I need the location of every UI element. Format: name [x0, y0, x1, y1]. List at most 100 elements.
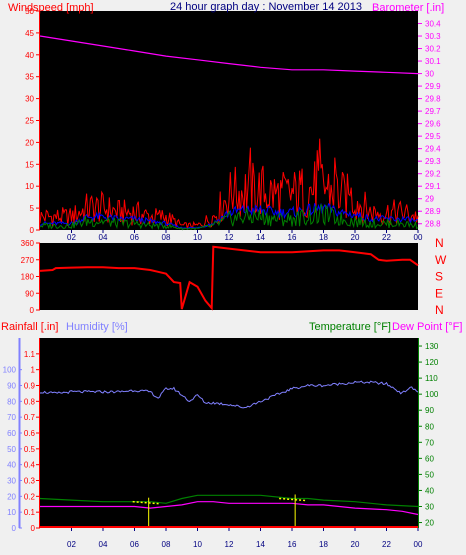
- compass-label: N: [435, 303, 444, 317]
- barometer-y-tick-label: 29.7: [425, 107, 441, 116]
- wind-y-tick-label: 40: [25, 51, 34, 60]
- compass-label: S: [435, 270, 443, 284]
- barometer-y-tick-label: 28.9: [425, 207, 441, 216]
- barometer-y-tick-label: 29.3: [425, 157, 441, 166]
- compass-label: W: [435, 253, 447, 267]
- rain-y-tick-label: 1: [31, 366, 36, 375]
- temp-y-tick-label: 110: [425, 374, 438, 383]
- x-tick-label: 08: [162, 233, 171, 242]
- wind-y-tick-label: 25: [25, 117, 34, 126]
- humidity-y-tick-label: 70: [7, 413, 16, 422]
- climate-plot-area: [40, 338, 418, 528]
- rain-y-tick-label: 0.1: [24, 508, 36, 517]
- wind-axis-title: Windspeed [mph]: [8, 2, 94, 14]
- direction-y-tick-label: 270: [21, 256, 35, 265]
- x-tick-label: 04: [99, 540, 108, 549]
- temp-y-tick-label: 130: [425, 342, 439, 351]
- yellow-marker-segment: [132, 500, 159, 505]
- temp-y-tick-label: 40: [425, 486, 434, 495]
- x-tick-label: 00: [414, 233, 423, 242]
- x-tick-label: 06: [130, 233, 139, 242]
- rain-y-tick-label: 0.5: [24, 445, 36, 454]
- humidity-y-tick-label: 10: [7, 508, 16, 517]
- compass-label: N: [435, 236, 444, 250]
- dewpoint-line: [40, 501, 419, 516]
- humidity-y-tick-label: 80: [7, 397, 16, 406]
- humidity-y-tick-label: 30: [7, 477, 16, 486]
- humidity-y-tick-label: 40: [7, 461, 16, 470]
- dewpoint-axis-title: Dew Point [°F]: [392, 321, 462, 333]
- wind-y-tick-label: 15: [25, 160, 34, 169]
- temperature-axis-title: Temperature [°F]: [309, 321, 391, 333]
- x-tick-label: 06: [130, 540, 139, 549]
- barometer-y-tick-label: 29.1: [425, 182, 441, 191]
- humidity-y-tick-label: 100: [3, 366, 17, 375]
- x-tick-label: 20: [351, 540, 360, 549]
- x-tick-label: 04: [99, 233, 108, 242]
- barometer-y-tick-label: 30.1: [425, 57, 441, 66]
- x-tick-label: 20: [351, 233, 360, 242]
- rain-y-tick-label: 0.3: [24, 477, 36, 486]
- x-tick-label: 22: [382, 540, 391, 549]
- barometer-y-tick-label: 30.3: [425, 32, 441, 41]
- x-tick-label: 22: [382, 233, 391, 242]
- barometer-y-tick-label: 30.4: [425, 20, 441, 29]
- wind-y-tick-label: 20: [25, 138, 34, 147]
- barometer-y-tick-label: 29.8: [425, 95, 441, 104]
- barometer-y-tick-label: 29.4: [425, 145, 441, 154]
- rain-y-tick-label: 0.8: [24, 397, 36, 406]
- temp-y-tick-label: 120: [425, 358, 439, 367]
- x-tick-label: 10: [193, 233, 202, 242]
- humidity-line: [39, 380, 419, 409]
- graph-title: 24 hour graph day : November 14 2013: [170, 1, 362, 13]
- direction-y-tick-label: 90: [25, 289, 34, 298]
- rain-y-tick-label: 0.2: [24, 492, 36, 501]
- wind-y-tick-label: 35: [25, 73, 34, 82]
- rain-y-tick-label: 0.9: [24, 382, 36, 391]
- wind-speed-line: [39, 203, 419, 231]
- wind-y-tick-label: 50: [25, 7, 34, 16]
- x-tick-label: 12: [225, 540, 234, 549]
- barometer-y-tick-label: 28.8: [425, 220, 441, 229]
- humidity-axis-title: Humidity [%]: [66, 321, 128, 333]
- barometer-y-tick-label: 29: [425, 195, 434, 204]
- rain-y-tick-label: 0.4: [24, 461, 36, 470]
- x-tick-label: 18: [319, 233, 328, 242]
- wind-gust-line: [39, 138, 419, 229]
- rainfall-axis-title: Rainfall [.in]: [1, 321, 58, 333]
- humidity-y-tick-label: 50: [7, 445, 16, 454]
- wind-y-tick-label: 5: [30, 204, 35, 213]
- x-tick-label: 16: [288, 233, 297, 242]
- barometer-y-tick-label: 30: [425, 70, 434, 79]
- barometer-line: [39, 35, 419, 75]
- barometer-axis-title: Barometer [.in]: [372, 2, 444, 14]
- rain-y-tick-label: 0.6: [24, 429, 36, 438]
- temp-y-tick-label: 70: [425, 438, 434, 447]
- barometer-y-tick-label: 30.2: [425, 45, 441, 54]
- wind-y-tick-label: 45: [25, 29, 34, 38]
- wind-direction-line: [39, 245, 419, 311]
- temp-y-tick-label: 90: [425, 406, 434, 415]
- x-tick-label: 10: [193, 540, 202, 549]
- x-tick-label: 16: [288, 540, 297, 549]
- compass-label: E: [435, 286, 443, 300]
- x-tick-label: 14: [256, 540, 265, 549]
- barometer-y-tick-label: 29.2: [425, 170, 441, 179]
- rain-y-tick-label: 0: [31, 524, 36, 533]
- rain-y-tick-label: 1.1: [24, 350, 36, 359]
- x-tick-label: 02: [67, 540, 76, 549]
- x-tick-label: 18: [319, 540, 328, 549]
- humidity-y-tick-label: 60: [7, 429, 16, 438]
- humidity-y-tick-label: 90: [7, 382, 16, 391]
- temp-y-tick-label: 100: [425, 390, 439, 399]
- temp-y-tick-label: 80: [425, 422, 434, 431]
- yellow-marker-segment: [279, 497, 306, 502]
- direction-y-tick-label: 0: [30, 306, 35, 315]
- wind-y-tick-label: 0: [30, 226, 35, 235]
- barometer-y-tick-label: 29.5: [425, 132, 441, 141]
- direction-plot-area: [40, 243, 418, 310]
- x-tick-label: 02: [67, 233, 76, 242]
- temp-y-tick-label: 20: [425, 519, 434, 528]
- x-tick-label: 08: [162, 540, 171, 549]
- wind-y-tick-label: 10: [25, 182, 34, 191]
